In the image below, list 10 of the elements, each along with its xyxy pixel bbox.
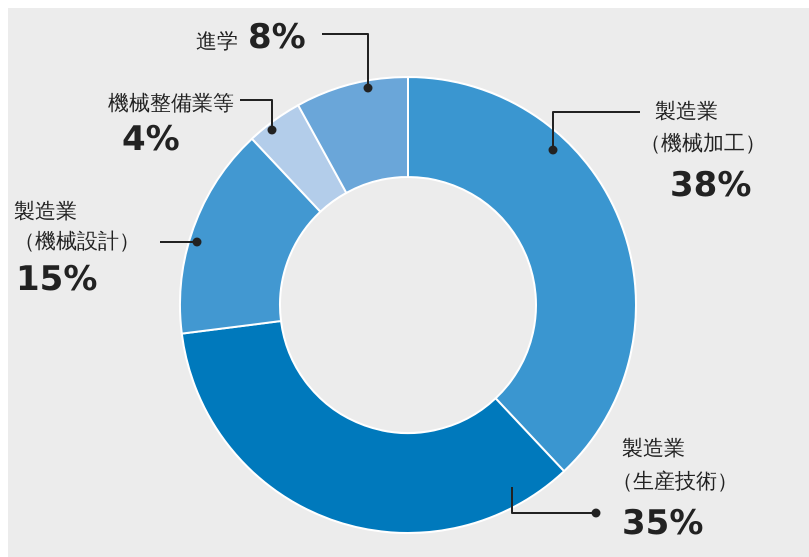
data-label: 8% [248,17,306,57]
data-label: 4% [122,119,180,159]
slice-label: 機械整備業等 [108,91,234,115]
slice-label: 製造業（機械加工） [640,99,766,155]
slice-label: 進学 [196,29,238,53]
slice-label: 製造業（機械設計） [14,199,140,253]
data-label: 35% [622,503,704,543]
data-label: 38% [670,165,752,205]
slice-label: 製造業（生産技術） [612,436,738,493]
data-label: 15% [16,259,98,299]
